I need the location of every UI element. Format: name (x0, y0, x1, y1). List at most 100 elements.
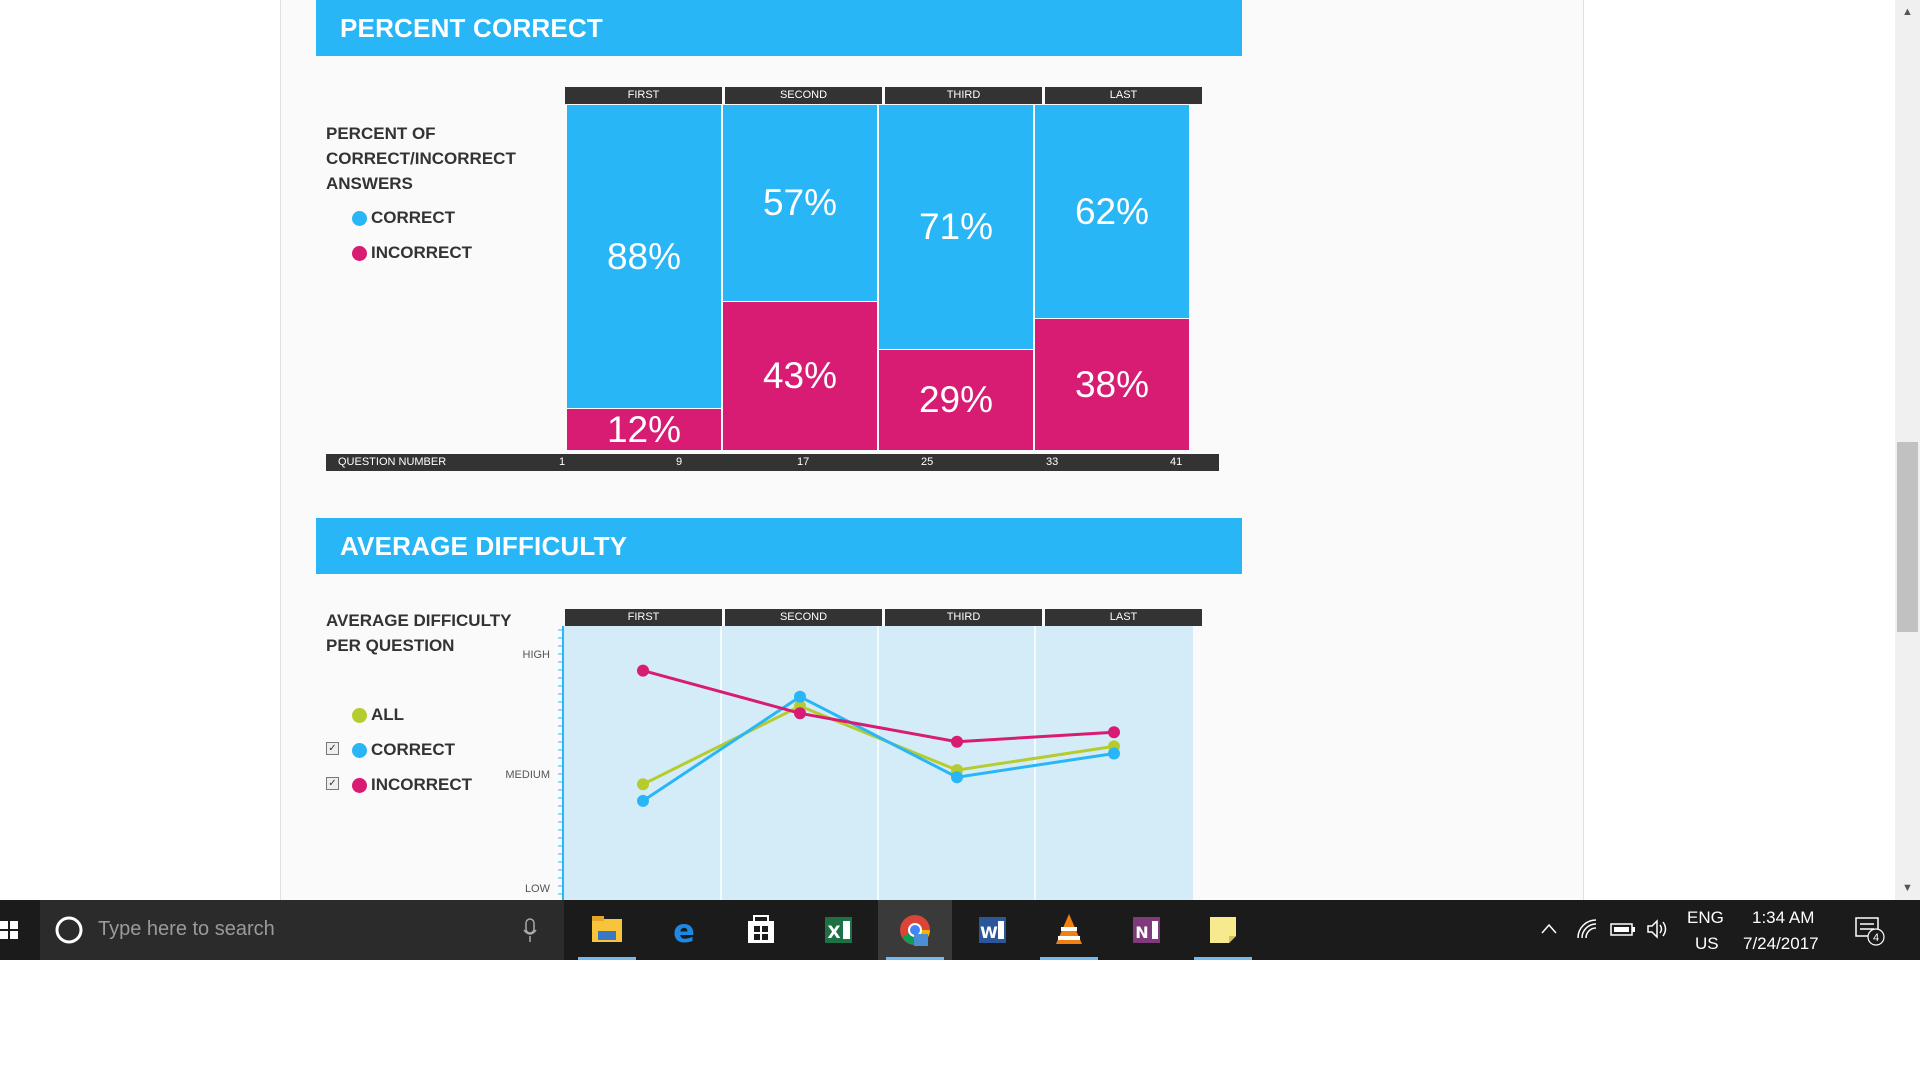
percent-chart-description: PERCENT OF CORRECT/INCORRECT ANSWERS (326, 121, 516, 196)
start-button[interactable] (0, 900, 40, 960)
legend-correct[interactable]: CORRECT (352, 208, 455, 228)
onenote-app[interactable]: N (1109, 900, 1183, 960)
incorrect-dot-icon (352, 777, 367, 793)
word-app[interactable]: W (955, 900, 1029, 960)
question-number-axis: QUESTION NUMBER 1 9 17 25 33 41 (326, 454, 1219, 471)
chrome-app[interactable] (878, 900, 952, 960)
average-difficulty-header: AVERAGE DIFFICULTY (316, 518, 1242, 574)
data-point-incorrect[interactable] (1108, 726, 1120, 739)
legend-incorrect-label: INCORRECT (371, 243, 473, 262)
y-label-low: LOW (525, 883, 551, 895)
axis-tick: 17 (797, 456, 810, 468)
bar-correct-segment: 71% (879, 105, 1033, 349)
correct-dot-icon (352, 210, 367, 226)
scroll-up-icon[interactable]: ▲ (1902, 6, 1913, 18)
quarter-tab-second: SECOND (725, 609, 882, 626)
notification-count: 4 (1873, 932, 1879, 944)
axis-tick: 25 (921, 456, 934, 468)
data-point-incorrect[interactable] (951, 735, 963, 748)
excel-icon: X (825, 917, 852, 943)
folder-icon (592, 916, 622, 942)
incorrect-checkbox[interactable]: ✓ (326, 777, 339, 790)
wifi-icon[interactable] (1576, 918, 1598, 940)
correct-checkbox[interactable]: ✓ (326, 742, 339, 755)
quarter-tab-first: FIRST (565, 609, 722, 626)
legend-difficulty-incorrect[interactable]: INCORRECT (352, 775, 472, 795)
search-placeholder: Type here to search (98, 918, 275, 940)
bar-correct-segment: 57% (723, 105, 877, 301)
bar-correct-segment: 62% (1035, 105, 1189, 318)
legend-all-label: ALL (371, 705, 405, 724)
running-indicator (1194, 957, 1252, 960)
bar-incorrect-segment: 29% (879, 350, 1033, 450)
clock-time[interactable]: 1:34 AM (1752, 908, 1815, 927)
cortana-icon (55, 916, 83, 944)
axis-tick: 9 (676, 456, 683, 468)
excel-app[interactable]: X (801, 900, 875, 960)
volume-icon[interactable] (1646, 919, 1668, 939)
region-indicator[interactable]: US (1695, 934, 1719, 953)
series-line-incorrect (642, 669, 1115, 744)
taskbar-search-box[interactable]: Type here to search (40, 900, 564, 960)
axis-tick: 33 (1046, 456, 1059, 468)
sticky-notes-app[interactable] (1186, 900, 1260, 960)
language-indicator[interactable]: ENG (1687, 908, 1724, 927)
data-point-correct[interactable] (637, 794, 649, 807)
legend-correct-label: CORRECT (371, 740, 456, 759)
desc-line: PERCENT OF (326, 124, 436, 143)
legend-correct-label: CORRECT (371, 208, 456, 227)
running-indicator (578, 957, 636, 960)
y-label-medium: MEDIUM (505, 769, 550, 781)
chrome-icon (900, 915, 930, 946)
quarter-tab-last: LAST (1045, 609, 1202, 626)
quarter-tab-first: FIRST (565, 87, 722, 104)
desc-line: CORRECT/INCORRECT (326, 149, 516, 168)
quarter-tab-second: SECOND (725, 87, 882, 104)
difficulty-line-chart: HIGH MEDIUM LOW (505, 626, 1193, 900)
bar-correct-segment: 88% (567, 105, 721, 408)
y-ticks (558, 629, 563, 895)
data-point-incorrect[interactable] (637, 664, 649, 677)
blank-area (0, 960, 1920, 1080)
data-point-all[interactable] (637, 778, 649, 791)
legend-difficulty-correct[interactable]: CORRECT (352, 740, 455, 760)
series-lines (637, 664, 1120, 807)
action-center-icon[interactable]: 4 (1854, 916, 1886, 946)
axis-title: QUESTION NUMBER (338, 456, 447, 468)
store-bag-icon (748, 915, 774, 943)
legend-all[interactable]: ALL (352, 705, 404, 725)
edge-icon: e (673, 912, 695, 950)
y-label-high: HIGH (523, 649, 551, 661)
desc-line: ANSWERS (326, 174, 413, 193)
svg-text:e: e (673, 912, 695, 950)
bar-incorrect-segment: 12% (567, 409, 721, 450)
chevron-up-icon[interactable] (1540, 920, 1558, 938)
legend-incorrect[interactable]: INCORRECT (352, 243, 472, 263)
percent-correct-header: PERCENT CORRECT (316, 0, 1242, 56)
quarter-tab-third: THIRD (885, 609, 1042, 626)
file-explorer-app[interactable] (570, 900, 644, 960)
microphone-icon[interactable] (522, 918, 538, 944)
data-point-correct[interactable] (794, 690, 806, 703)
svg-text:N: N (1135, 923, 1148, 942)
incorrect-dot-icon (352, 245, 367, 261)
sticky-note-icon (1210, 917, 1236, 943)
running-indicator (886, 957, 944, 960)
store-app[interactable] (724, 900, 798, 960)
clock-date[interactable]: 7/24/2017 (1743, 934, 1819, 953)
vlc-cone-icon (1056, 914, 1082, 944)
data-point-incorrect[interactable] (794, 707, 806, 720)
scroll-thumb[interactable] (1897, 442, 1918, 632)
vlc-app[interactable] (1032, 900, 1106, 960)
bar-incorrect-segment: 38% (1035, 319, 1189, 450)
axis-tick: 1 (559, 456, 566, 468)
all-dot-icon (352, 707, 367, 723)
data-point-correct[interactable] (951, 771, 963, 784)
legend-incorrect-label: INCORRECT (371, 775, 473, 794)
svg-text:X: X (827, 923, 840, 943)
edge-app[interactable]: e (647, 900, 721, 960)
onenote-icon: N (1133, 917, 1160, 943)
battery-icon[interactable] (1610, 921, 1636, 937)
data-point-correct[interactable] (1108, 747, 1120, 760)
scroll-down-icon[interactable]: ▼ (1902, 882, 1913, 894)
